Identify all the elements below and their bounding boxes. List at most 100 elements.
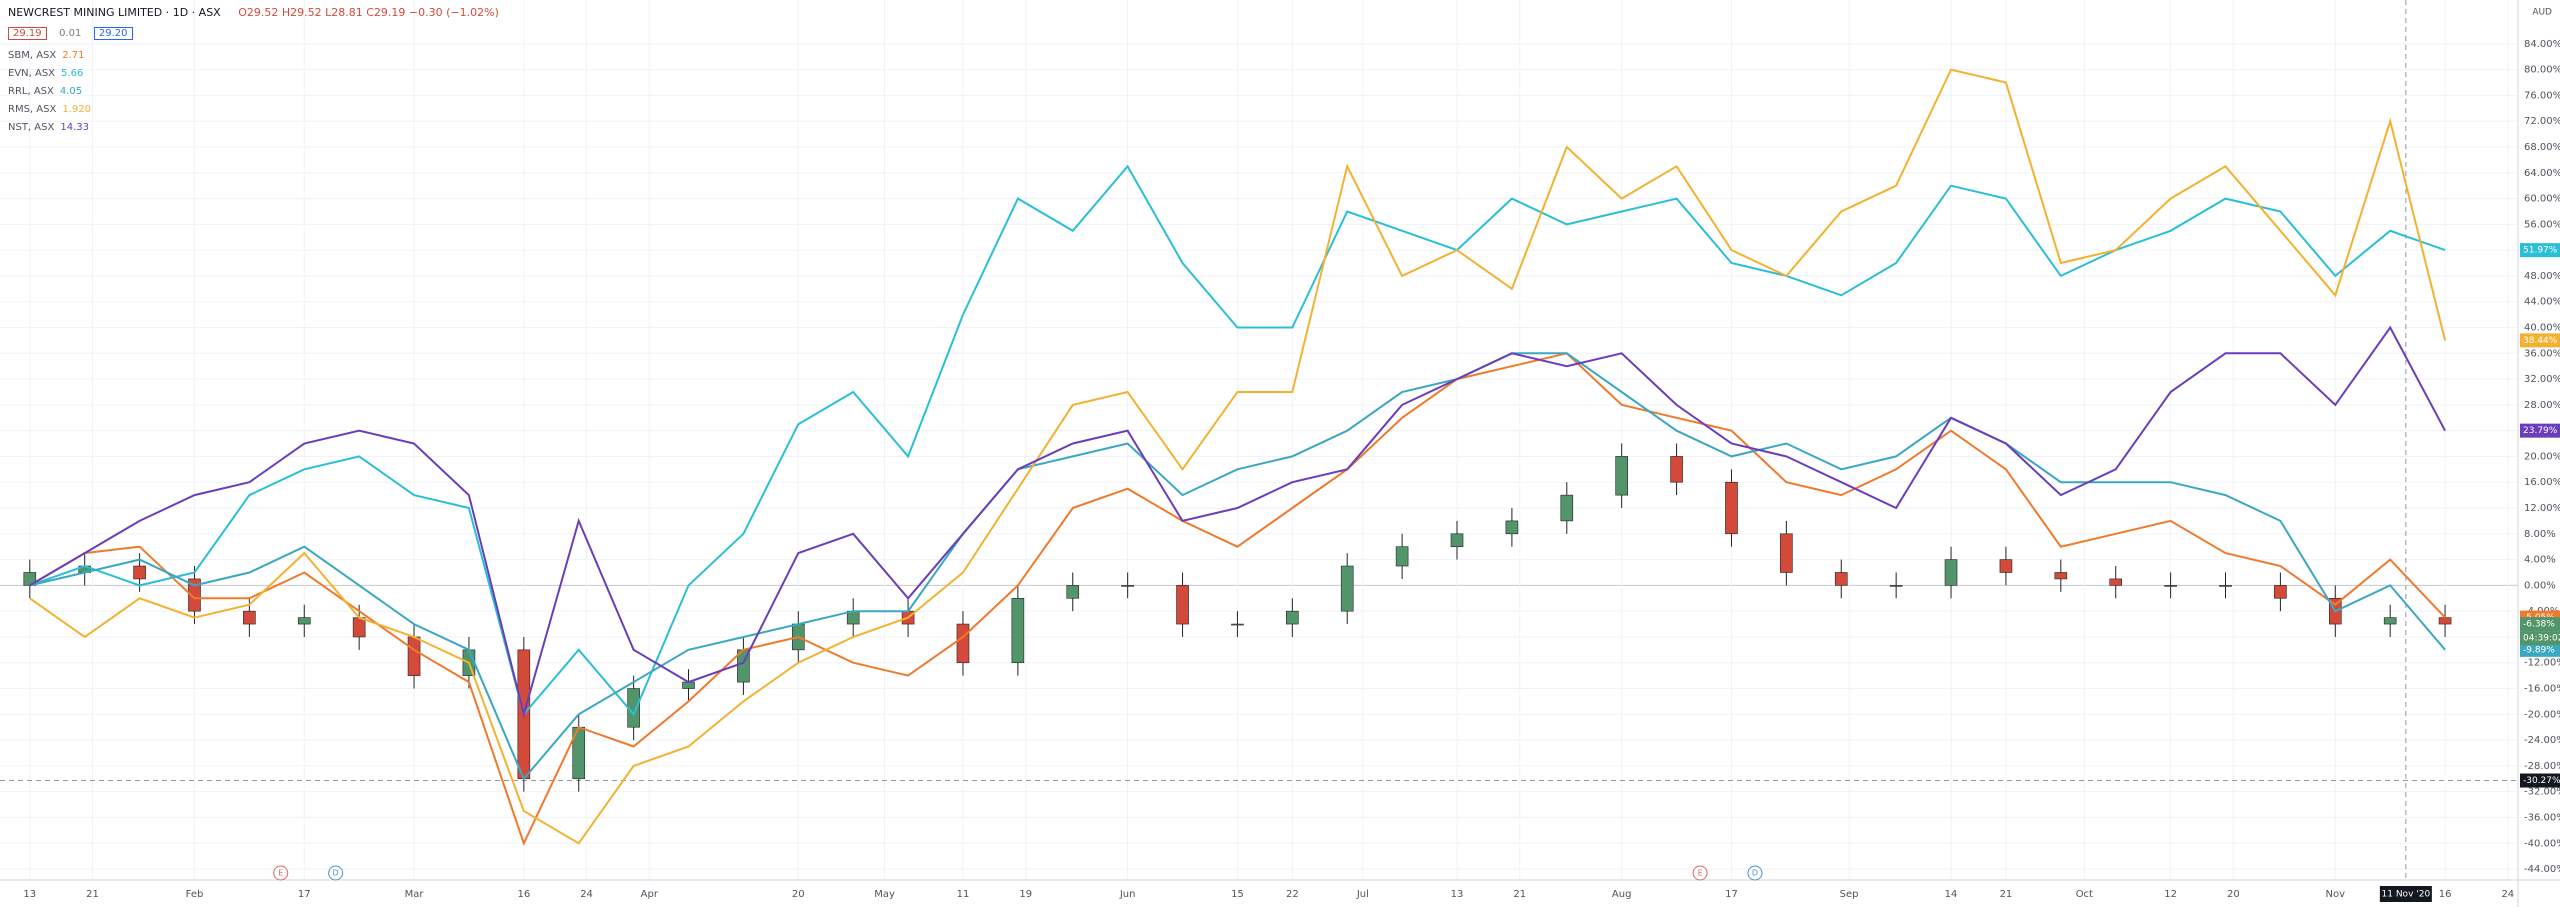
event-label: D bbox=[1752, 869, 1758, 878]
legend-name: SBM, ASX bbox=[8, 50, 57, 61]
ask[interactable]: 29.20 bbox=[93, 27, 133, 40]
y-tick-label: -40.00% bbox=[2524, 838, 2560, 849]
x-tick-label: Apr bbox=[641, 889, 659, 900]
crosshair-y-label-bg bbox=[2520, 773, 2560, 788]
compare-line bbox=[29, 352, 2446, 781]
crosshair-x-label-bg bbox=[2379, 886, 2432, 902]
y-tick-label: 44.00% bbox=[2524, 297, 2560, 308]
y-tick-label: 64.00% bbox=[2524, 168, 2560, 179]
x-tick-label: 16 bbox=[2439, 889, 2452, 900]
candle-body bbox=[243, 610, 256, 625]
x-tick-label: 20 bbox=[792, 889, 805, 900]
x-tick-label: 21 bbox=[86, 889, 99, 900]
legend-entry[interactable]: RMS, ASX 1.920 bbox=[8, 104, 91, 115]
candle-body bbox=[1505, 520, 1519, 535]
last-value-label-bg bbox=[2520, 423, 2560, 438]
x-tick-label: 20 bbox=[2227, 889, 2240, 900]
candle-body bbox=[1889, 585, 1903, 587]
candle-body bbox=[1725, 481, 1738, 535]
event-label: D bbox=[333, 869, 339, 878]
spread: 0.01 bbox=[59, 28, 82, 39]
last-value-label-bg bbox=[2520, 243, 2560, 258]
x-tick-label: Aug bbox=[1612, 889, 1632, 900]
x-tick-label: 12 bbox=[2164, 889, 2177, 900]
x-tick-label: 24 bbox=[2501, 889, 2514, 900]
candle-body bbox=[1121, 585, 1134, 587]
legend-name: RRL, ASX bbox=[8, 86, 54, 97]
countdown-bg bbox=[2520, 631, 2560, 646]
x-tick-label: 15 bbox=[1231, 889, 1244, 900]
y-tick-label: 40.00% bbox=[2524, 323, 2560, 334]
candle-body bbox=[1231, 623, 1244, 626]
x-tick-label: Oct bbox=[2076, 889, 2093, 900]
y-tick-label: -24.00% bbox=[2524, 735, 2560, 746]
compare-line bbox=[29, 164, 2446, 717]
candle-body bbox=[188, 578, 201, 612]
x-tick-label: 17 bbox=[1725, 889, 1738, 900]
candle-body bbox=[2438, 617, 2452, 625]
y-tick-label: 68.00% bbox=[2524, 142, 2560, 153]
legend-entry[interactable]: SBM, ASX 2.71 bbox=[8, 50, 85, 61]
x-tick-label: 24 bbox=[580, 889, 593, 900]
legend-value: 2.71 bbox=[62, 50, 85, 61]
compare-line bbox=[29, 352, 2446, 846]
legend-value: 5.66 bbox=[61, 68, 84, 79]
x-tick-label: Mar bbox=[405, 889, 425, 900]
plot-background bbox=[0, 0, 2518, 880]
y-tick-label: 36.00% bbox=[2524, 348, 2560, 359]
event-marker bbox=[1692, 865, 1708, 881]
event-marker bbox=[328, 865, 344, 881]
candle-body bbox=[1011, 597, 1025, 664]
candle-body bbox=[297, 617, 311, 625]
last-price-label: -6.38% bbox=[2523, 620, 2555, 630]
y-tick-label: 12.00% bbox=[2524, 503, 2560, 514]
candle-body bbox=[133, 565, 146, 580]
x-tick-label: Jun bbox=[1119, 889, 1136, 900]
x-tick-label: Feb bbox=[186, 889, 204, 900]
legend-value: 14.33 bbox=[60, 122, 89, 133]
compare-line bbox=[29, 68, 2447, 845]
candle-body bbox=[407, 636, 421, 676]
legend-entry[interactable]: RRL, ASX 4.05 bbox=[8, 86, 82, 97]
last-price-label-bg bbox=[2520, 617, 2560, 632]
y-tick-label: 16.00% bbox=[2524, 477, 2560, 488]
y-tick-label: -12.00% bbox=[2524, 658, 2560, 669]
x-tick-label: 13 bbox=[23, 889, 36, 900]
x-tick-label: 22 bbox=[1286, 889, 1299, 900]
y-tick-label: -28.00% bbox=[2524, 761, 2560, 772]
event-marker bbox=[273, 865, 289, 881]
candle-body bbox=[1780, 533, 1793, 573]
y-tick-label: -44.00% bbox=[2524, 864, 2560, 875]
header: NEWCREST MINING LIMITED · 1D · ASX O29.5… bbox=[8, 6, 499, 19]
y-tick-label: 80.00% bbox=[2524, 65, 2560, 76]
y-tick-label: 84.00% bbox=[2524, 39, 2560, 50]
y-tick-label: 56.00% bbox=[2524, 219, 2560, 230]
y-tick-label: 72.00% bbox=[2524, 116, 2560, 127]
candle-body bbox=[2054, 572, 2068, 580]
ohlc: O29.52 H29.52 L28.81 C29.19 −0.30 (−1.02… bbox=[238, 6, 499, 19]
candle-body bbox=[1340, 565, 1354, 612]
last-value-label: -9.89% bbox=[2523, 645, 2555, 655]
candle-body bbox=[2219, 585, 2232, 587]
y-tick-label: -20.00% bbox=[2524, 709, 2560, 720]
legend-value: 1.920 bbox=[62, 104, 91, 115]
x-tick-label: 16 bbox=[517, 889, 530, 900]
y-tick-label: 32.00% bbox=[2524, 374, 2560, 385]
candle-body bbox=[1944, 559, 1958, 586]
legend-entry[interactable]: NST, ASX 14.33 bbox=[8, 122, 89, 133]
candle-body bbox=[1999, 559, 2013, 573]
last-value-label: 38.44% bbox=[2523, 336, 2558, 346]
candle-body bbox=[352, 617, 366, 638]
x-tick-label: Jul bbox=[1356, 889, 1369, 900]
legend-name: RMS, ASX bbox=[8, 104, 57, 115]
x-tick-label: 21 bbox=[1513, 889, 1526, 900]
x-tick-label: 14 bbox=[1945, 889, 1958, 900]
event-label: E bbox=[278, 869, 283, 878]
legend-entry[interactable]: EVN, ASX 5.66 bbox=[8, 68, 83, 79]
bid[interactable]: 29.19 bbox=[8, 27, 47, 40]
x-tick-label: 13 bbox=[1451, 889, 1464, 900]
y-tick-label: -16.00% bbox=[2524, 684, 2560, 695]
candle-body bbox=[1615, 456, 1628, 496]
candle-body bbox=[2164, 585, 2177, 587]
